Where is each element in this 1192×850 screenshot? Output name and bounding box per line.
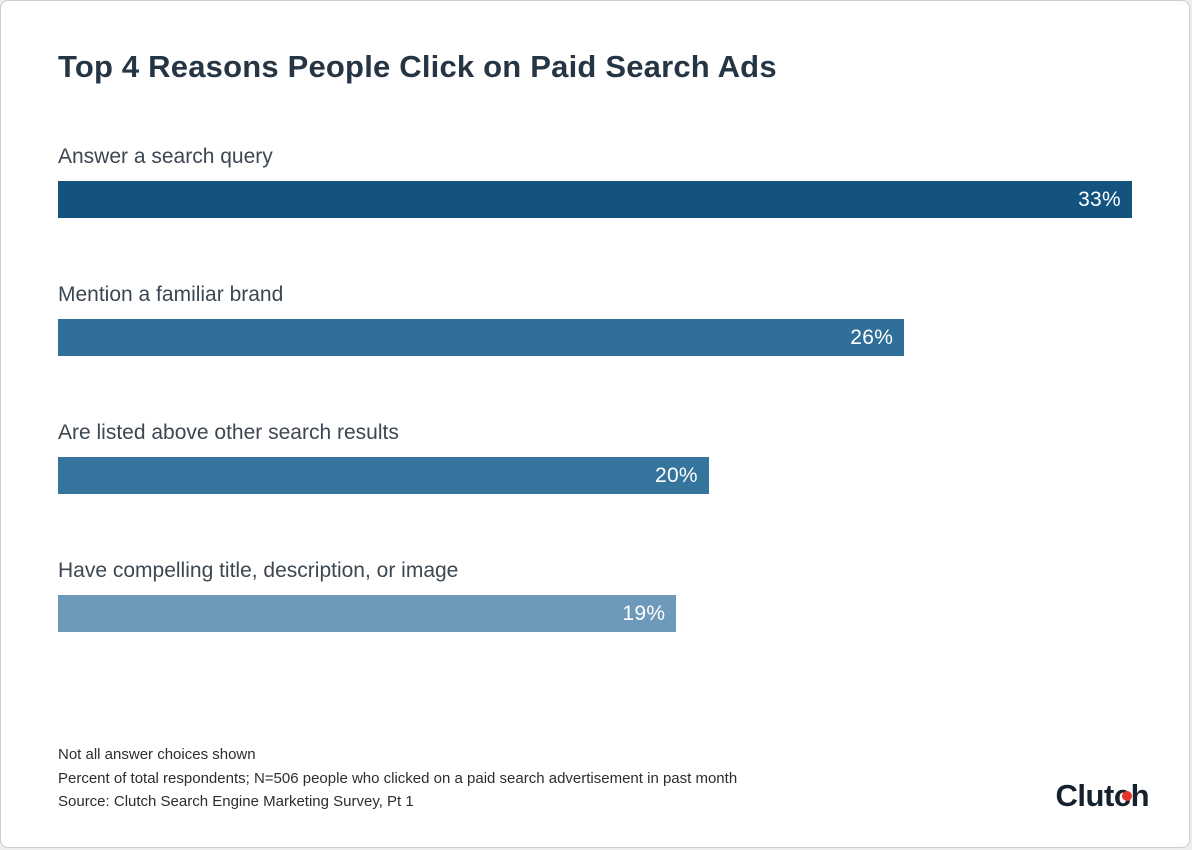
footnotes: Not all answer choices shown Percent of … bbox=[58, 743, 737, 813]
footnote-line: Source: Clutch Search Engine Marketing S… bbox=[58, 792, 414, 810]
footnote-line: Not all answer choices shown bbox=[58, 746, 256, 764]
chart-title: Top 4 Reasons People Click on Paid Searc… bbox=[58, 49, 777, 84]
value-label: 20% bbox=[654, 463, 698, 487]
bar-row: Answer a search query 33% bbox=[58, 145, 1132, 218]
category-label: Have compelling title, description, or i… bbox=[58, 559, 459, 582]
logo-accent-dot bbox=[1121, 791, 1132, 801]
logo-text-end: h bbox=[1130, 778, 1150, 813]
bar: 19% bbox=[58, 595, 677, 632]
value-label: 26% bbox=[850, 325, 894, 349]
logo-text-start: Clut bbox=[1055, 778, 1115, 813]
category-label: Answer a search query bbox=[58, 145, 273, 168]
category-label: Mention a familiar brand bbox=[58, 283, 284, 306]
logo-accent-letter: c bbox=[1114, 780, 1132, 811]
category-label: Are listed above other search results bbox=[58, 421, 399, 444]
clutch-logo: Clutch bbox=[1055, 778, 1150, 813]
value-label: 19% bbox=[622, 601, 666, 625]
bar-chart: Answer a search query 33% Mention a fami… bbox=[58, 145, 1132, 632]
bar: 33% bbox=[58, 181, 1132, 218]
bar-row: Mention a familiar brand 26% bbox=[58, 283, 1132, 356]
chart-footer: Not all answer choices shown Percent of … bbox=[58, 743, 1150, 813]
bar-row: Are listed above other search results 20… bbox=[58, 421, 1132, 494]
bar: 26% bbox=[58, 319, 905, 356]
bar-row: Have compelling title, description, or i… bbox=[58, 559, 1132, 632]
footnote-line: Percent of total respondents; N=506 peop… bbox=[58, 769, 738, 787]
value-label: 33% bbox=[1078, 187, 1121, 211]
bar: 20% bbox=[58, 457, 709, 494]
